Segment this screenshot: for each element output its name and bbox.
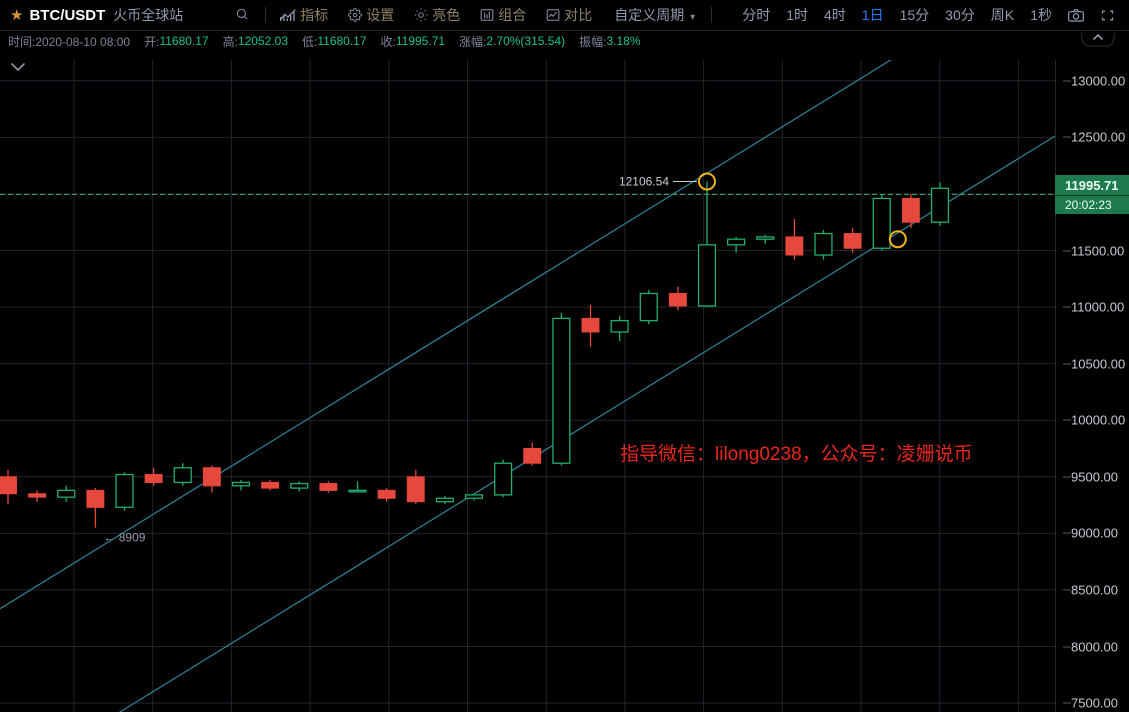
svg-text:12106.54: 12106.54 bbox=[619, 175, 669, 189]
svg-text:← 8909: ← 8909 bbox=[103, 531, 145, 545]
svg-text:指导微信：lilong0238，公众号：凌姗说币: 指导微信：lilong0238，公众号：凌姗说币 bbox=[620, 443, 973, 465]
